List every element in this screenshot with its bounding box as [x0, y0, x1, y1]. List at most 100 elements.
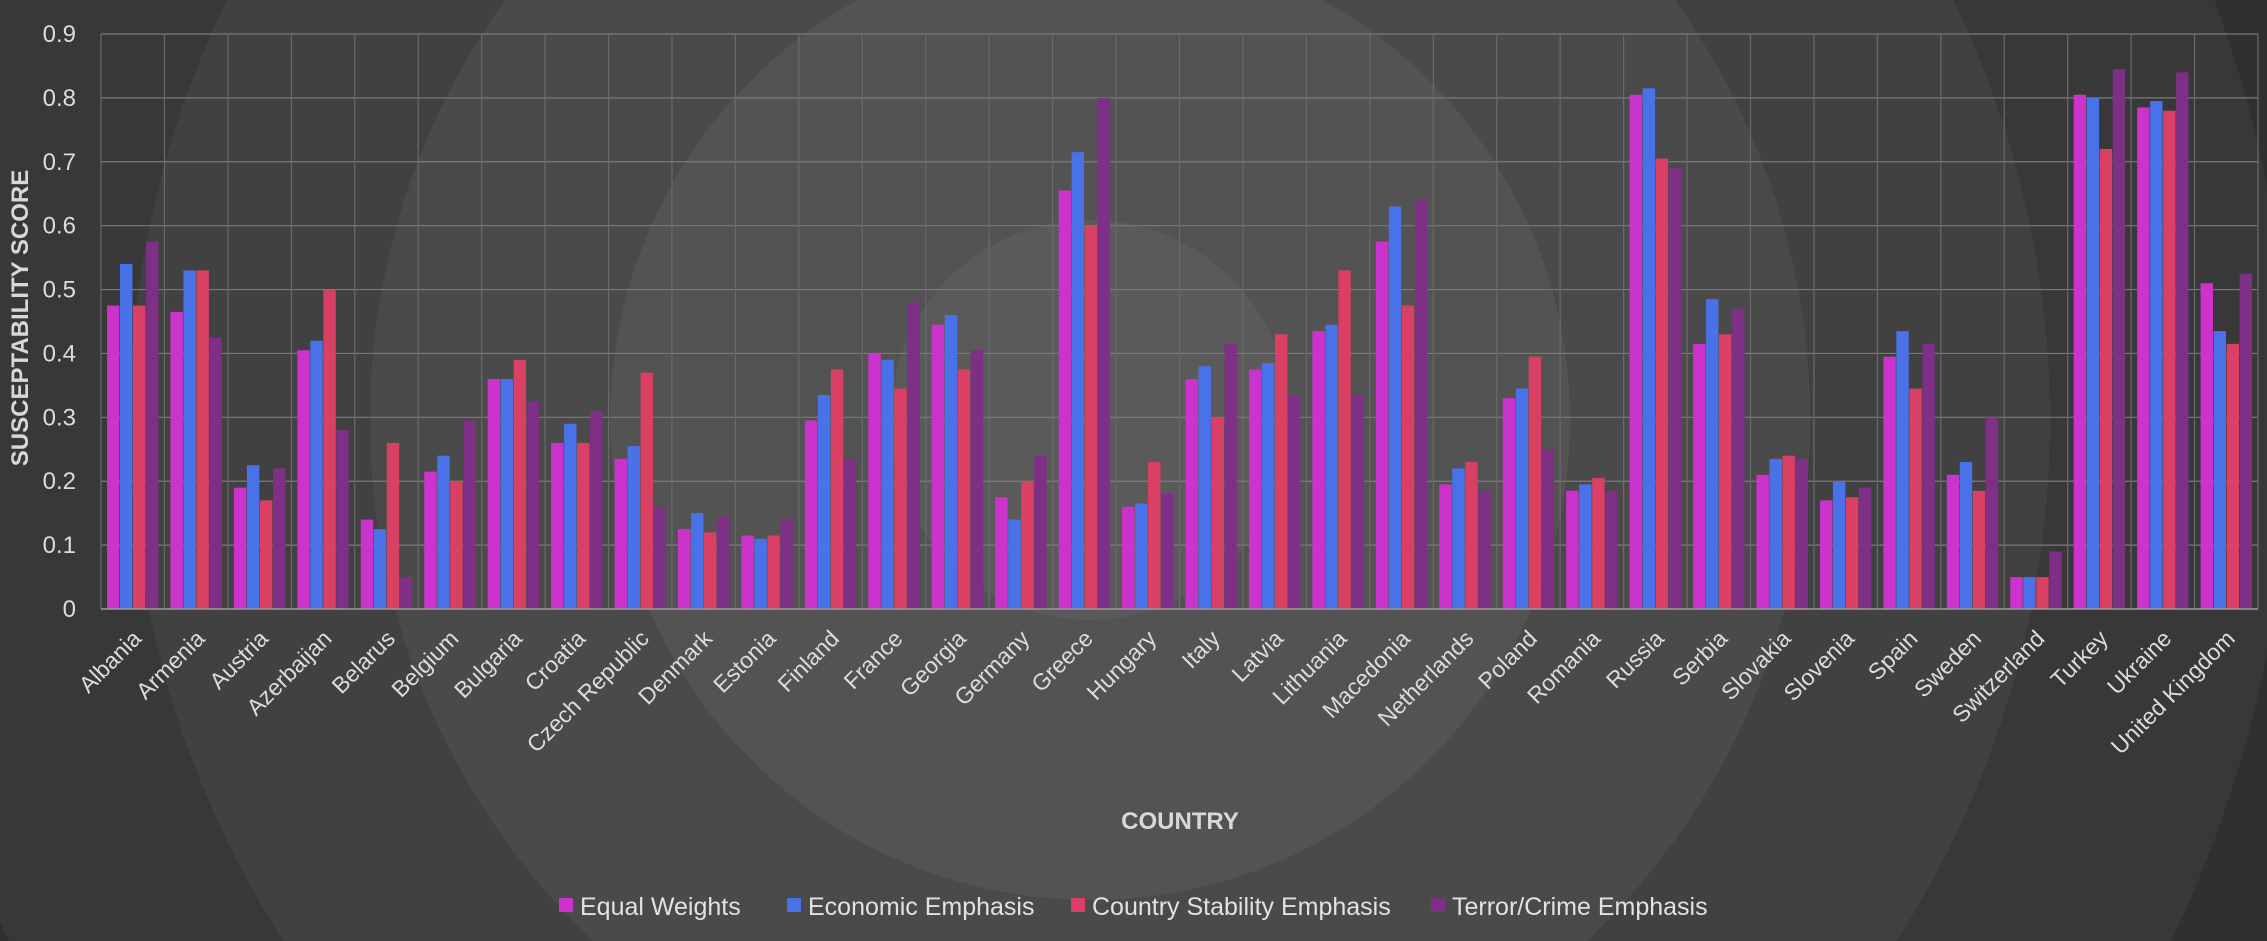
y-tick-label: 0.7: [43, 149, 76, 176]
bar-economic-emphasis-belgium: [437, 455, 450, 609]
bar-equal-weights-romania: [1566, 490, 1579, 609]
bar-equal-weights-albania: [107, 305, 120, 609]
bar-country-stability-emphasis-belarus: [386, 442, 400, 609]
gridlines: [100, 33, 2259, 609]
legend-swatch: [1071, 898, 1085, 912]
bar-economic-emphasis-hungary: [1135, 503, 1148, 609]
bar-country-stability-emphasis-romania: [1592, 478, 1605, 609]
bar-equal-weights-spain: [1883, 356, 1896, 609]
x-tick-label: Belgium: [386, 625, 463, 702]
bar-terror-crime-emphasis-russia: [1668, 168, 1682, 609]
bar-terror-crime-emphasis-armenia: [209, 337, 222, 609]
bar-economic-emphasis-macedonia: [1388, 206, 1402, 609]
bar-economic-emphasis-ukraine: [2150, 101, 2163, 609]
bar-country-stability-emphasis-italy: [1211, 417, 1224, 609]
bar-terror-crime-emphasis-romania: [1605, 490, 1618, 609]
bar-equal-weights-denmark: [677, 529, 691, 609]
bar-country-stability-emphasis-azerbaijan: [323, 289, 336, 609]
legend-label: Equal Weights: [580, 893, 741, 921]
bar-economic-emphasis-italy: [1198, 366, 1211, 609]
y-tick-label: 0.8: [43, 85, 76, 112]
bar-country-stability-emphasis-russia: [1655, 158, 1669, 610]
bar-terror-crime-emphasis-poland: [1541, 449, 1555, 609]
bar-economic-emphasis-belarus: [373, 529, 387, 609]
bar-terror-crime-emphasis-macedonia: [1414, 200, 1428, 609]
legend: Equal Weights Economic Emphasis Country St…: [559, 893, 1708, 921]
bar-country-stability-emphasis-germany: [1021, 481, 1034, 609]
y-tick-label: 0.4: [43, 340, 76, 367]
bar-country-stability-emphasis-czech-republic: [640, 372, 653, 609]
bar-terror-crime-emphasis-germany: [1034, 455, 1047, 609]
bar-equal-weights-ukraine: [2137, 107, 2150, 609]
bar-country-stability-emphasis-hungary: [1148, 462, 1161, 609]
bar-country-stability-emphasis-spain: [1909, 388, 1922, 609]
bar-equal-weights-serbia: [1693, 343, 1706, 609]
bar-economic-emphasis-united-kingdom: [2213, 331, 2226, 609]
bar-terror-crime-emphasis-france: [907, 302, 920, 609]
bar-economic-emphasis-azerbaijan: [310, 340, 323, 609]
bar-economic-emphasis-albania: [120, 264, 133, 609]
legend-label: Economic Emphasis: [808, 893, 1034, 921]
bar-terror-crime-emphasis-belarus: [399, 577, 413, 609]
bar-country-stability-emphasis-france: [894, 388, 907, 609]
bar-country-stability-emphasis-switzerland: [2036, 577, 2049, 609]
bar-equal-weights-latvia: [1248, 369, 1262, 609]
bar-equal-weights-czech-republic: [614, 458, 627, 609]
x-axis-title: COUNTRY: [1121, 808, 1239, 835]
bar-terror-crime-emphasis-turkey: [2112, 69, 2126, 609]
bar-equal-weights-austria: [233, 487, 247, 609]
bar-terror-crime-emphasis-netherlands: [1478, 490, 1491, 609]
bar-economic-emphasis-germany: [1008, 519, 1021, 609]
bar-country-stability-emphasis-greece: [1084, 225, 1098, 609]
bar-country-stability-emphasis-estonia: [767, 535, 780, 609]
bar-country-stability-emphasis-poland: [1528, 356, 1542, 609]
bar-equal-weights-poland: [1502, 398, 1516, 609]
bar-terror-crime-emphasis-bulgaria: [526, 401, 540, 609]
x-tick-label: Slovenia: [1778, 625, 1859, 706]
bar-equal-weights-bulgaria: [487, 379, 501, 609]
bar-terror-crime-emphasis-ukraine: [2176, 72, 2189, 610]
bar-terror-crime-emphasis-croatia: [590, 410, 603, 609]
x-axis-ticks: AlbaniaArmeniaAustriaAzerbaijanBelarusBe…: [74, 625, 2240, 759]
bar-equal-weights-georgia: [931, 324, 945, 609]
bar-equal-weights-macedonia: [1375, 241, 1389, 609]
y-tick-label: 0.5: [43, 277, 76, 304]
bar-equal-weights-united-kingdom: [2200, 283, 2213, 609]
bar-economic-emphasis-czech-republic: [627, 446, 640, 609]
bar-economic-emphasis-france: [881, 359, 894, 609]
bar-economic-emphasis-sweden: [1959, 462, 1973, 609]
y-axis-ticks: 0 0.1 0.2 0.3 0.4 0.5 0.6 0.7 0.8 0.9: [43, 21, 76, 623]
bar-equal-weights-slovakia: [1756, 474, 1769, 609]
y-axis-title: SUSCEPTABILITY SCORE: [7, 170, 34, 466]
bar-terror-crime-emphasis-slovenia: [1858, 487, 1872, 609]
legend-swatch: [787, 898, 801, 912]
bar-equal-weights-france: [868, 353, 881, 609]
bar-economic-emphasis-switzerland: [2023, 577, 2036, 609]
bar-economic-emphasis-poland: [1515, 388, 1529, 609]
bar-equal-weights-belgium: [424, 471, 437, 609]
bar-country-stability-emphasis-slovakia: [1782, 455, 1795, 609]
bar-equal-weights-switzerland: [2010, 577, 2023, 609]
bar-terror-crime-emphasis-italy: [1224, 343, 1237, 609]
bar-terror-crime-emphasis-switzerland: [2049, 551, 2062, 609]
bar-country-stability-emphasis-albania: [133, 305, 146, 609]
bar-economic-emphasis-romania: [1579, 484, 1592, 609]
bar-equal-weights-germany: [995, 497, 1008, 609]
bar-economic-emphasis-armenia: [183, 270, 196, 609]
bar-equal-weights-belarus: [360, 519, 374, 609]
bars: [107, 69, 2252, 610]
bar-equal-weights-netherlands: [1439, 484, 1452, 609]
bar-terror-crime-emphasis-austria: [272, 468, 286, 609]
legend-swatch: [1431, 898, 1445, 912]
bar-equal-weights-armenia: [170, 311, 183, 609]
x-tick-label: Latvia: [1226, 625, 1288, 687]
bar-terror-crime-emphasis-spain: [1922, 343, 1935, 609]
bar-country-stability-emphasis-armenia: [196, 270, 209, 609]
bar-economic-emphasis-serbia: [1706, 299, 1719, 609]
bar-terror-crime-emphasis-czech-republic: [653, 506, 666, 609]
bar-terror-crime-emphasis-estonia: [780, 519, 793, 609]
bar-country-stability-emphasis-ukraine: [2163, 110, 2176, 610]
x-tick-label: Finland: [772, 625, 844, 697]
bar-economic-emphasis-denmark: [690, 513, 704, 609]
